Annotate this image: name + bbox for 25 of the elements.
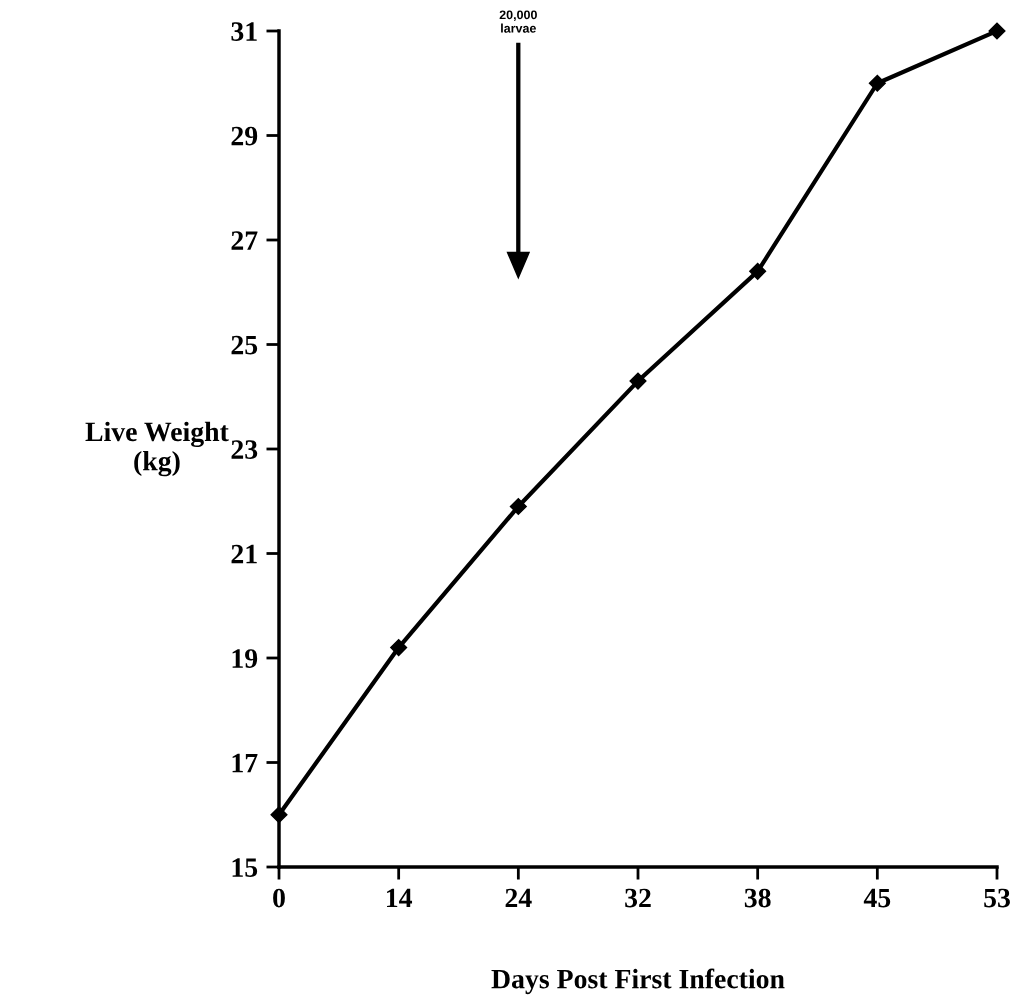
point: [988, 22, 1006, 40]
x-axis-title: Days Post First Infection: [491, 968, 785, 995]
point: [629, 372, 647, 390]
y-tick-label: 31: [231, 22, 257, 41]
x-tick-label: 38: [744, 888, 771, 908]
x-tick-label: 45: [863, 888, 891, 908]
x-tick-label: 14: [387, 888, 413, 908]
y-tick-label: 29: [231, 126, 258, 146]
point: [868, 74, 886, 92]
x-tick-label: 32: [625, 888, 651, 908]
y-tick-label: 15: [232, 858, 258, 877]
x-tick-label: 0: [273, 888, 285, 908]
y-tick-label: 17: [232, 753, 258, 773]
y-tick-label: 19: [232, 649, 258, 668]
y-tick-label: 21: [231, 544, 257, 564]
x-tick-label: 53: [984, 888, 1010, 908]
x-tick-label: 24: [505, 888, 532, 908]
point: [509, 497, 527, 516]
y-axis-title: Live Weight (kg): [85, 421, 229, 477]
y-tick-label: 27: [231, 231, 258, 250]
point: [390, 638, 408, 657]
y-tick-label: 23: [231, 440, 258, 459]
y-tick-label: 25: [231, 335, 258, 355]
annotation: 20,000 larvae: [499, 10, 537, 33]
point: [749, 262, 767, 280]
